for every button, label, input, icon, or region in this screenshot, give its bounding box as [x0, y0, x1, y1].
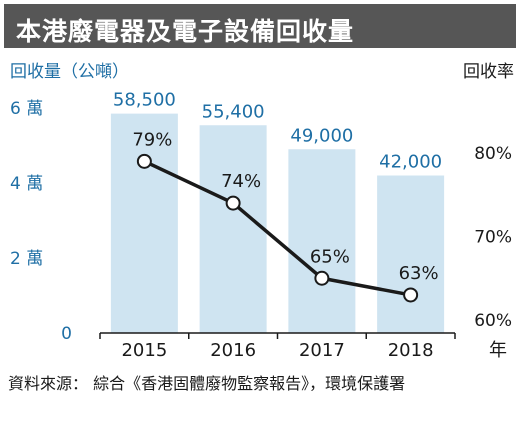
- bar: [199, 125, 267, 333]
- bar-value-label: 49,000: [290, 125, 353, 146]
- y-tick-label: 2 萬: [10, 249, 43, 269]
- y-tick-label: 4 萬: [10, 174, 43, 194]
- x-tick-label: 2017: [299, 340, 345, 361]
- rate-label: 74%: [221, 171, 261, 192]
- rate-line: [143, 159, 411, 297]
- y-axis-title: 回收量（公噸）: [10, 62, 129, 82]
- y-tick-label: 6 萬: [10, 99, 43, 119]
- bar-value-label: 55,400: [202, 101, 265, 122]
- y-tick-label: 0: [61, 324, 72, 344]
- rate-label: 79%: [132, 129, 172, 150]
- x-tick-label: 2015: [121, 340, 167, 361]
- bar-value-label: 58,500: [113, 90, 176, 111]
- rate-point: [225, 195, 241, 211]
- source-note: 資料來源： 綜合《香港固體廢物監察報告》，環境保護署: [8, 374, 406, 393]
- x-tick-label: 2018: [388, 340, 434, 361]
- chart-title: 本港廢電器及電子設備回收量: [16, 17, 355, 46]
- rate-label: 65%: [310, 246, 350, 267]
- rate-point: [314, 270, 330, 286]
- y2-tick-label: 80%: [474, 144, 512, 164]
- bar: [288, 149, 356, 333]
- y2-tick-label: 60%: [474, 311, 512, 331]
- chart: 回收量（公噸） 回收率 0 2 萬 4 萬 6 萬 60% 70% 80% 58,500 55,40…: [10, 62, 514, 361]
- bar: [110, 113, 178, 333]
- y2-tick-label: 70%: [474, 228, 512, 248]
- rate-point: [136, 153, 152, 169]
- y2-axis-title: 回收率: [463, 62, 514, 82]
- bar: [377, 175, 445, 333]
- rate-label: 63%: [399, 263, 439, 284]
- title-bar: 本港廢電器及電子設備回收量: [4, 4, 516, 48]
- rate-point: [403, 287, 419, 303]
- x-tick-label: 2016: [210, 340, 256, 361]
- bar-value-label: 42,000: [379, 152, 442, 173]
- x-axis-unit: 年: [489, 340, 507, 361]
